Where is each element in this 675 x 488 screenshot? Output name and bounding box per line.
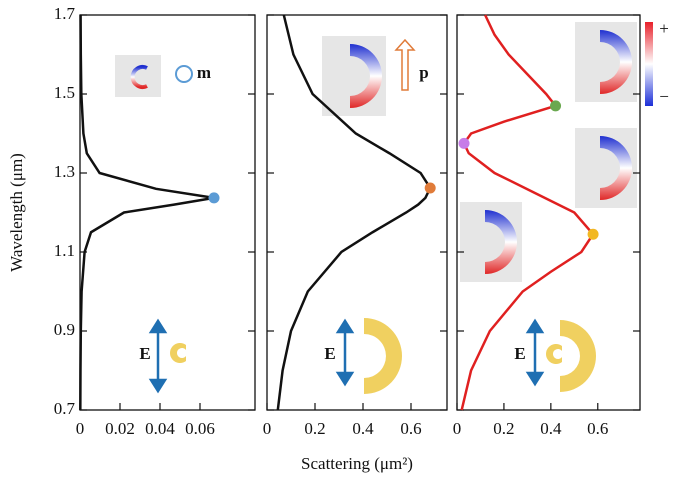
y-tick-label: 1.3	[54, 162, 75, 181]
marker	[458, 137, 470, 149]
y-axis-label: Wavelength (μm)	[7, 153, 26, 272]
x-tick-label: 0.02	[105, 419, 135, 438]
field-arrows	[148, 318, 545, 394]
annotation: m	[197, 63, 211, 82]
x-tick-label: 0.06	[185, 419, 215, 438]
annotation: E	[139, 344, 150, 363]
marker	[424, 182, 436, 194]
inset-bg	[115, 55, 161, 97]
x-tick-label: 0	[263, 419, 272, 438]
p-arrow	[394, 38, 416, 91]
y-tick-label: 1.1	[54, 241, 75, 260]
marker	[587, 228, 599, 240]
x-tick-label: 0.04	[145, 419, 175, 438]
geometry-icons	[170, 318, 596, 394]
insets	[115, 22, 653, 394]
curve	[460, 14, 595, 411]
y-tick-label: 0.9	[54, 320, 75, 339]
panel-frame	[79, 14, 256, 411]
curve	[276, 14, 432, 411]
x-axis-label: Scattering (μm²)	[301, 454, 413, 473]
panel-frame	[456, 14, 641, 411]
x-tick-label: 0.4	[352, 419, 374, 438]
x-tick-label: 0.2	[493, 419, 514, 438]
half-ring	[600, 30, 632, 94]
half-ring	[600, 136, 632, 200]
x-tick-label: 0.6	[400, 419, 421, 438]
annotation: E	[324, 344, 335, 363]
half-ring	[485, 210, 517, 274]
annotation: p	[419, 63, 428, 82]
annotation: −	[659, 87, 669, 106]
y-tick-label: 1.7	[54, 4, 76, 23]
curve	[79, 14, 215, 411]
x-tick-label: 0.2	[304, 419, 325, 438]
x-tick-label: 0.6	[587, 419, 608, 438]
colorbar	[645, 22, 653, 106]
marker	[208, 192, 220, 204]
x-tick-label: 0.4	[540, 419, 562, 438]
y-tick-label: 0.7	[54, 399, 76, 418]
annotation: E	[514, 344, 525, 363]
half-ring	[350, 44, 382, 108]
x-tick-label: 0	[76, 419, 85, 438]
x-tick-label: 0	[453, 419, 462, 438]
split-ring	[130, 65, 148, 89]
annotation: +	[659, 19, 669, 38]
m-icon	[175, 65, 193, 83]
marker	[550, 100, 562, 112]
panel-frame	[266, 14, 448, 411]
y-tick-label: 1.5	[54, 83, 75, 102]
